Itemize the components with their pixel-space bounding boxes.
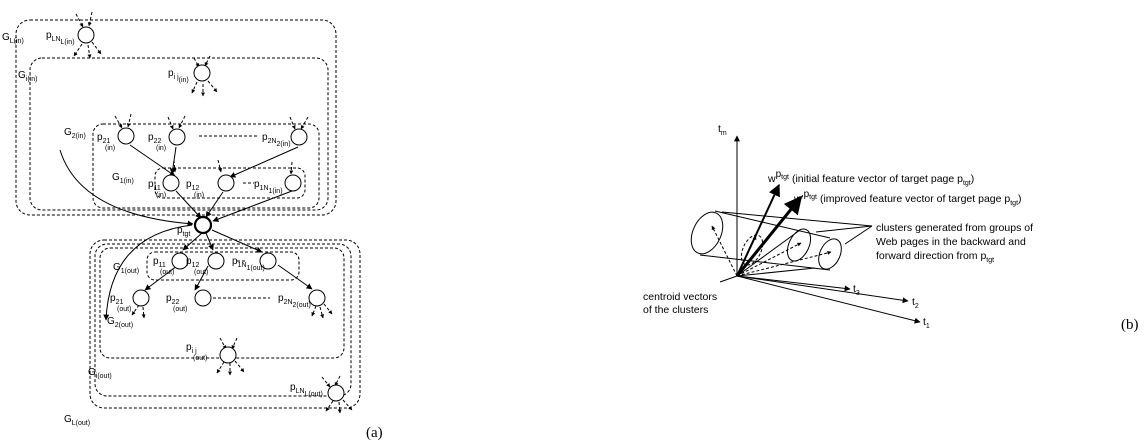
centroid-vector-3 <box>736 242 802 277</box>
cluster-ellipse-3 <box>818 238 842 270</box>
label-p-12-out: p12 (out) <box>186 256 208 276</box>
cluster-ellipse-1 <box>690 211 724 255</box>
fan-arrows <box>73 11 353 414</box>
node-p-12-out <box>207 252 225 270</box>
label-G-i-out: Gi(out) <box>88 367 112 380</box>
label-p-21-in: p21 (in) <box>97 132 115 152</box>
node-p-tgt <box>193 215 213 235</box>
caption-b: (b) <box>1121 317 1139 333</box>
label-clusters-line2: Web pages in the backward and <box>876 236 1026 248</box>
label-axis-t1: t1 <box>923 316 930 330</box>
label-p-tgt: ptgt <box>177 225 190 238</box>
label-G-2-out: G2(out) <box>107 316 133 329</box>
axis-t3-line <box>736 275 851 292</box>
group-L-in-box <box>15 19 337 216</box>
node-p-LN-out <box>327 384 345 402</box>
node-p-1N-in <box>284 174 302 192</box>
label-p-21-out: p21 (out) <box>110 293 131 313</box>
axis-t1-line <box>736 275 921 324</box>
label-axis-tm: tm <box>718 123 727 137</box>
group-2-in-box <box>92 123 320 209</box>
label-axis-t3: t3 <box>853 283 860 297</box>
left-diagram: GL(in) Gi(in) G2(in) G1(in) G1(out) G2(o… <box>2 11 383 441</box>
label-G-1-out: G1(out) <box>113 262 139 275</box>
node-p-1N-out <box>259 252 277 270</box>
centroid-vector-4 <box>736 250 832 277</box>
label-G-1-in: G1(in) <box>112 172 134 185</box>
node-p-2N-in <box>290 128 308 146</box>
node-p-22-out <box>194 289 212 307</box>
axis-t2-line <box>736 275 909 304</box>
label-p-1N-out: p1N1(out) <box>232 256 265 272</box>
label-G-i-in: Gi(in) <box>18 70 37 83</box>
label-p-11-in: p11 (in) <box>148 179 166 199</box>
centroid-vector-1 <box>711 225 738 277</box>
label-clusters-line1: clusters generated from groups of <box>876 222 1033 234</box>
label-p-ij-out: pi j (out) <box>186 342 207 362</box>
label-centroid-line2: of the clusters <box>643 304 708 316</box>
group-i-out-box <box>94 243 352 397</box>
label-centroid-line1: centroid vectors <box>643 291 717 303</box>
node-p-ij-in <box>193 64 211 82</box>
cluster-ellipse-hidden <box>740 234 764 266</box>
label-p-2N-out: p2N2(out) <box>278 293 311 309</box>
label-p-1N-in: p1N1(in) <box>254 179 283 195</box>
caption-a: (a) <box>366 425 383 441</box>
label-p-12-in: p12 (in) <box>186 179 204 199</box>
group-i-in-box <box>29 57 329 211</box>
group-L-out-box <box>89 239 361 409</box>
node-p-ij-out <box>219 346 237 364</box>
node-p-2N-out <box>308 289 326 307</box>
vector-wprime-ptgt <box>735 195 803 277</box>
label-w-ptgt: wptgt (initial feature vector of target p… <box>767 169 974 187</box>
node-p-11-out <box>171 252 189 270</box>
node-p-21-out <box>132 289 150 307</box>
label-p-2N-in: p2N2(in) <box>262 132 291 148</box>
label-p-11-out: p11 (out) <box>153 256 174 276</box>
label-clusters-line3: forward direction from ptgt <box>876 250 994 264</box>
label-axis-t2: t2 <box>912 296 919 310</box>
label-p-22-in: p22 (in) <box>148 132 166 152</box>
label-G-2-in: G2(in) <box>64 127 86 140</box>
group-1-in-box <box>154 167 306 199</box>
label-p-LN-out: pLNL(out) <box>290 382 323 398</box>
label-p-22-out: p22 (out) <box>166 293 187 313</box>
group-1-out-box <box>146 251 300 281</box>
label-p-LN-in: pLNL(in) <box>46 30 75 46</box>
label-p-ij-in: pi j(in) <box>168 68 189 84</box>
right-diagram: tm t3 t2 t1 wptgt (initial feature vector… <box>643 123 1139 333</box>
label-G-L-in: GL(in) <box>2 32 24 45</box>
node-p-12-in <box>217 174 235 192</box>
label-G-L-out: GL(out) <box>64 414 90 427</box>
node-p-11-in <box>162 174 180 192</box>
node-p-21-in <box>117 127 135 145</box>
node-p-LN-in <box>77 26 95 44</box>
node-p-22-in <box>168 128 186 146</box>
vector-w-ptgt <box>736 183 780 277</box>
label-wprime-ptgt: w'ptgt (improved feature vector of target… <box>793 189 1022 207</box>
